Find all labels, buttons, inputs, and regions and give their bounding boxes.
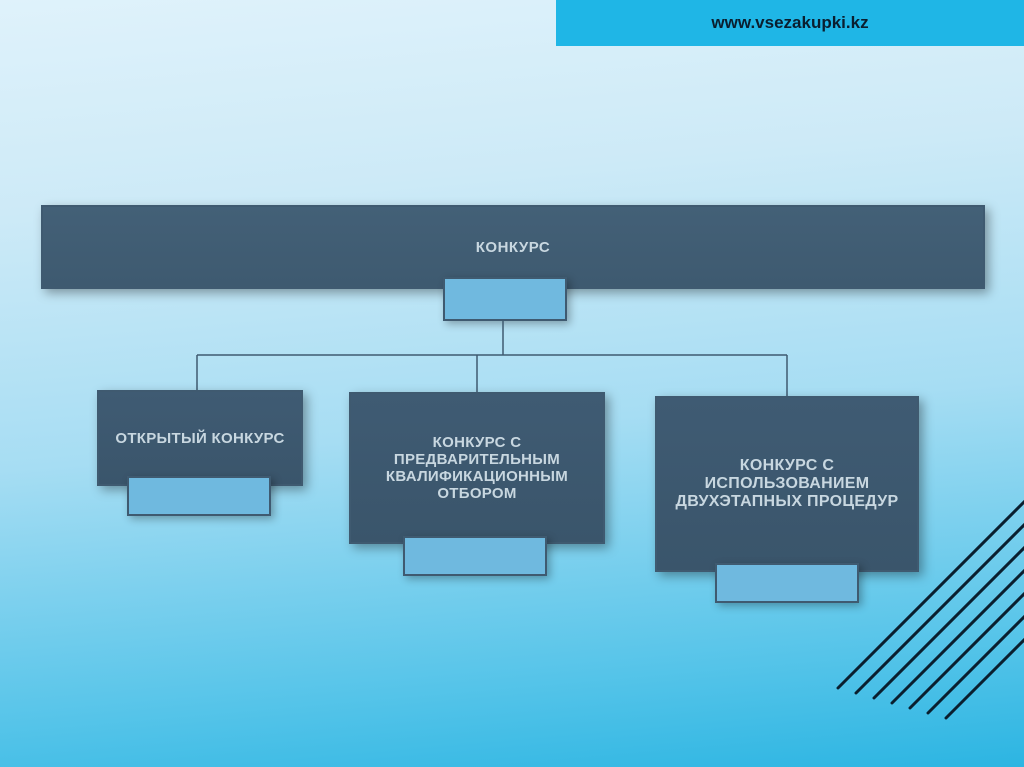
slide: www.vsezakupki.kz КОНКУРС ОТКРЫТЫЙ КОНКУ… bbox=[0, 0, 1024, 767]
child-node-2: КОНКУРС С ПРЕДВАРИТЕЛЬНЫМ КВАЛИФИКАЦИОНН… bbox=[349, 392, 605, 544]
child-node-1-subbox bbox=[127, 476, 271, 516]
child-node-2-subbox bbox=[403, 536, 547, 576]
child-node-1: ОТКРЫТЫЙ КОНКУРС bbox=[97, 390, 303, 486]
child-node-1-label: ОТКРЫТЫЙ КОНКУРС bbox=[115, 430, 284, 447]
root-connector-box bbox=[443, 277, 567, 321]
header-url-bar: www.vsezakupki.kz bbox=[556, 0, 1024, 46]
child-node-3-subbox bbox=[715, 563, 859, 603]
connector-lines bbox=[0, 0, 1024, 767]
child-node-2-label: КОНКУРС С ПРЕДВАРИТЕЛЬНЫМ КВАЛИФИКАЦИОНН… bbox=[359, 434, 595, 502]
child-node-3-label: КОНКУРС С ИСПОЛЬЗОВАНИЕМ ДВУХЭТАПНЫХ ПРО… bbox=[667, 457, 907, 511]
header-url-text: www.vsezakupki.kz bbox=[711, 13, 868, 32]
child-node-3: КОНКУРС С ИСПОЛЬЗОВАНИЕМ ДВУХЭТАПНЫХ ПРО… bbox=[655, 396, 919, 572]
root-node-label: КОНКУРС bbox=[476, 239, 550, 256]
